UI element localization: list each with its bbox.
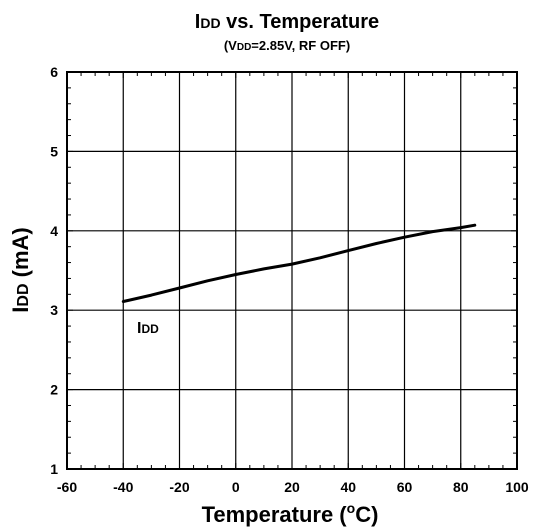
x-tick-label: 0 xyxy=(232,479,240,495)
y-tick-label: 3 xyxy=(50,302,58,318)
x-axis-label-degree: o xyxy=(347,500,356,516)
y-tick-label: 5 xyxy=(50,143,58,159)
chart-subtitle-prefix: (V xyxy=(224,38,237,53)
x-axis-label-unit: C) xyxy=(355,502,378,527)
plot-area-frame xyxy=(66,71,518,470)
y-axis-label-main: I xyxy=(8,307,33,313)
x-axis-label-text: Temperature ( xyxy=(202,502,348,527)
y-axis-label-subscript: DD xyxy=(15,283,32,306)
y-axis-label: IDD (mA) xyxy=(8,227,33,312)
chart-title-main: I xyxy=(195,11,201,33)
x-axis-tick-labels: -60 -40 -20 0 20 40 60 80 100 xyxy=(57,479,529,495)
x-tick-label: 40 xyxy=(340,479,356,495)
x-tick-label: 100 xyxy=(505,479,529,495)
grid-lines xyxy=(67,72,517,469)
y-axis-tick-labels: 1 2 3 4 5 6 xyxy=(50,64,58,477)
x-tick-label: -40 xyxy=(113,479,133,495)
y-axis-label-unit: (mA) xyxy=(8,227,33,283)
x-tick-label: -60 xyxy=(57,479,77,495)
x-tick-label: 60 xyxy=(397,479,413,495)
x-tick-label: -20 xyxy=(169,479,189,495)
series-lines xyxy=(121,223,477,303)
series-label-main: I xyxy=(137,320,141,337)
y-tick-label: 6 xyxy=(50,64,58,80)
x-tick-label: 20 xyxy=(284,479,300,495)
chart-title-rest: vs. Temperature xyxy=(221,11,380,33)
series-label-subscript: DD xyxy=(141,322,159,336)
y-tick-label: 1 xyxy=(50,461,58,477)
x-axis-label: Temperature (oC) xyxy=(202,500,379,527)
chart-title-subscript: DD xyxy=(200,15,220,31)
chart-subtitle-suffix: =2.85V, RF OFF) xyxy=(251,38,350,53)
y-tick-label: 2 xyxy=(50,382,58,398)
series-label-idd: IDD xyxy=(137,320,159,337)
chart-subtitle: (VDD=2.85V, RF OFF) xyxy=(224,38,350,53)
chart-subtitle-subscript: DD xyxy=(237,42,251,53)
x-tick-label: 80 xyxy=(453,479,469,495)
series-line-idd xyxy=(121,223,477,303)
chart-title: IDD vs. Temperature xyxy=(195,11,379,33)
y-tick-label: 4 xyxy=(50,223,58,239)
